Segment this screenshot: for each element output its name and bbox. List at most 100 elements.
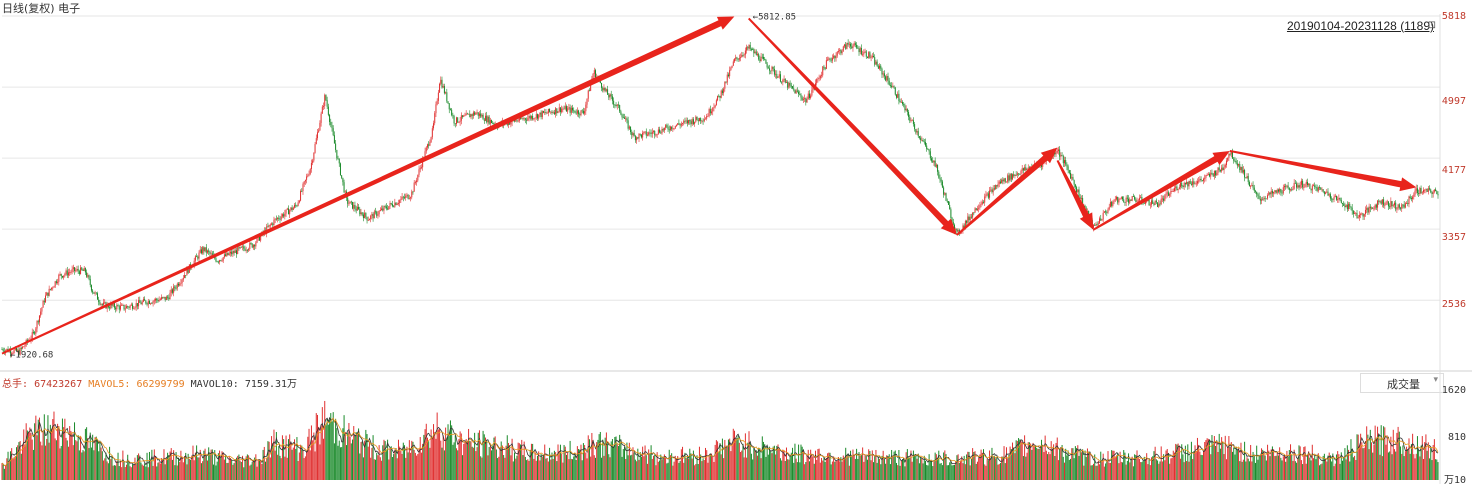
- candle-body: [1013, 174, 1015, 177]
- volume-bar: [1122, 462, 1124, 480]
- volume-bar: [1427, 442, 1429, 480]
- volume-bar: [1311, 444, 1313, 480]
- volume-bar: [1258, 454, 1260, 480]
- volume-bar: [418, 448, 420, 480]
- candle-body: [1274, 190, 1276, 192]
- volume-bar: [590, 456, 592, 480]
- volume-bar: [852, 449, 854, 480]
- volume-bar: [746, 457, 748, 480]
- volume-bar: [1259, 455, 1261, 480]
- volume-bar: [1036, 447, 1038, 480]
- volume-bar: [1102, 453, 1104, 480]
- volume-bar: [518, 443, 520, 480]
- volume-bar: [468, 428, 470, 480]
- volume-bar: [65, 437, 67, 480]
- candle-body: [1014, 174, 1016, 177]
- candle-body: [893, 86, 895, 88]
- volume-bar: [258, 459, 260, 480]
- volume-bar: [704, 447, 706, 480]
- volume-bar: [991, 447, 993, 480]
- volume-bar: [1396, 432, 1398, 480]
- candle-body: [1337, 199, 1339, 200]
- candle-body: [1270, 190, 1272, 195]
- candle-body: [825, 60, 827, 69]
- candle-body: [922, 139, 924, 142]
- candle-body: [118, 306, 120, 310]
- candle-body: [727, 74, 729, 77]
- volume-bar: [927, 465, 929, 480]
- candle-body: [516, 120, 518, 122]
- candle-body: [376, 211, 378, 216]
- candle-body: [436, 100, 438, 105]
- candle-body: [200, 249, 202, 254]
- candle-body: [302, 184, 304, 192]
- candle-body: [1316, 187, 1318, 191]
- candle-body: [741, 55, 743, 58]
- candle-body: [67, 272, 69, 276]
- volume-bar: [886, 455, 888, 480]
- candle-body: [1432, 191, 1434, 195]
- volume-bar: [1148, 459, 1150, 480]
- volume-bar: [1371, 442, 1373, 480]
- volume-bar: [71, 433, 73, 480]
- volume-bar: [180, 450, 182, 480]
- candle-body: [619, 105, 621, 112]
- candle-body: [378, 210, 380, 215]
- candle-body: [562, 108, 564, 110]
- candle-body: [139, 300, 141, 303]
- candle-body: [221, 260, 223, 262]
- candle-body: [1329, 194, 1331, 199]
- candle-body: [673, 128, 675, 130]
- date-range-label[interactable]: 20190104-20231128 (1189): [1286, 19, 1434, 33]
- candle-body: [939, 177, 941, 180]
- volume-bar: [210, 449, 212, 480]
- volume-bar: [475, 451, 477, 480]
- candle-body: [260, 235, 262, 241]
- lock-icon[interactable]: ⊡: [1427, 20, 1436, 31]
- candle-body: [992, 188, 994, 193]
- candle-body: [122, 304, 124, 306]
- volume-bar: [898, 450, 900, 480]
- candle-body: [770, 70, 772, 72]
- mavol10-label: MAVOL10:: [190, 379, 239, 390]
- volume-bar: [1251, 461, 1253, 480]
- volume-indicator-select[interactable]: 成交量 ▾: [1360, 373, 1444, 393]
- volume-bar: [98, 451, 100, 480]
- candle-body: [1285, 185, 1287, 187]
- candle-body: [228, 253, 230, 256]
- candle-body: [1194, 183, 1196, 185]
- candle-body: [805, 98, 807, 103]
- volume-bar: [364, 440, 366, 480]
- candle-body: [841, 50, 843, 54]
- candle-body: [789, 82, 791, 86]
- volume-bar: [626, 442, 628, 480]
- candle-body: [267, 226, 269, 228]
- volume-bar: [1173, 452, 1175, 480]
- candle-body: [564, 106, 566, 109]
- volume-bar: [743, 457, 745, 480]
- candle-body: [567, 108, 569, 112]
- volume-bar: [732, 428, 734, 480]
- candle-body: [784, 78, 786, 83]
- volume-bar: [694, 465, 696, 480]
- volume-bar: [528, 460, 530, 480]
- candle-body: [186, 268, 188, 276]
- candle-body: [781, 81, 783, 83]
- volume-bar: [1323, 453, 1325, 480]
- volume-bar: [1003, 446, 1005, 480]
- candle-body: [459, 120, 461, 123]
- volume-bar: [1349, 461, 1351, 480]
- candle-body: [787, 81, 789, 88]
- volume-bar: [70, 430, 72, 480]
- candle-body: [13, 349, 15, 354]
- volume-bar: [718, 451, 720, 480]
- volume-bar: [806, 456, 808, 480]
- volume-bar: [1181, 444, 1183, 480]
- candle-body: [952, 222, 954, 225]
- candle-body: [764, 58, 766, 60]
- volume-bar: [1332, 453, 1334, 480]
- candle-body: [307, 175, 309, 177]
- volume-bar: [506, 435, 508, 480]
- volume-bar: [1207, 438, 1209, 480]
- volume-bar: [471, 446, 473, 480]
